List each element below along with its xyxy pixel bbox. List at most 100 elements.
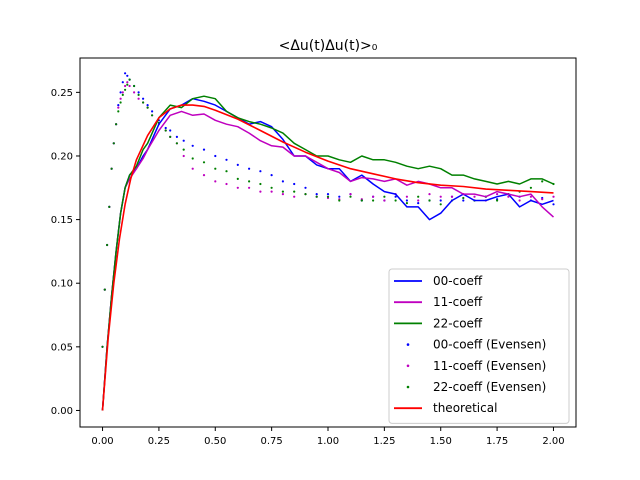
data-point [121,91,124,94]
data-point [133,91,136,94]
data-point [119,97,122,100]
data-point [293,190,296,193]
data-point [151,114,154,117]
data-point [248,180,251,183]
legend-swatch [406,364,410,368]
data-point [225,182,228,186]
data-point [326,195,330,198]
data-point [202,148,206,151]
chart-title: <Δu(t)Δu(t)>₀ [279,38,378,54]
data-point [439,195,442,198]
data-point [383,199,386,202]
data-point [101,345,104,348]
data-point [146,104,149,107]
data-point [372,195,375,198]
data-point [119,101,122,104]
data-point [169,135,172,138]
data-point [349,195,352,198]
y-tick-label: 0.05 [51,342,73,353]
data-point [315,193,318,196]
x-tick-label: 2.00 [542,436,564,447]
x-tick-label: 0.50 [204,436,226,447]
data-point [117,104,120,107]
data-point [417,199,420,202]
data-point [236,177,239,180]
data-point [236,186,239,189]
legend-label: 22-coeff (Evensen) [433,380,546,394]
y-axis: 0.00 0.05 0.10 0.15 0.20 0.25 [51,88,80,417]
legend-label: theoretical [433,401,497,415]
data-point [270,186,273,189]
data-point [529,195,533,198]
data-point [151,110,154,113]
data-point [428,199,431,202]
data-point [462,196,465,200]
data-point [304,186,307,189]
legend-label: 22-coeff [433,316,483,330]
legend-swatch [406,385,410,389]
data-point [146,106,149,109]
data-point [182,139,185,142]
data-point [349,193,352,196]
data-point [394,195,397,198]
series-line-22-coeff [101,95,554,411]
data-point [293,195,296,198]
data-point [191,167,194,170]
x-tick-label: 1.50 [430,436,452,447]
data-point [182,154,185,158]
x-tick-label: 0.00 [91,436,113,447]
data-point [496,199,499,202]
data-point [338,195,341,198]
legend-label: 00-coeff (Evensen) [433,338,546,352]
data-point [225,158,228,161]
data-point [259,170,262,173]
data-point [142,101,145,104]
y-tick-label: 0.25 [51,88,73,99]
data-point [137,93,140,96]
data-point [108,205,111,208]
data-point [507,195,510,198]
x-tick-label: 0.75 [261,436,283,447]
data-point [112,142,115,145]
data-point [281,180,284,183]
legend-label: 11-coeff (Evensen) [433,359,546,373]
data-point [281,190,284,193]
x-tick-label: 1.00 [317,436,339,447]
data-point [124,72,127,75]
data-point [315,195,318,198]
data-point [248,186,251,189]
data-point [405,195,408,198]
x-tick-label: 0.25 [148,436,170,447]
data-point [121,81,124,84]
x-tick-label: 1.25 [373,436,395,447]
data-point [360,199,363,202]
data-point [428,193,431,196]
data-point [103,288,106,291]
data-point [202,161,206,164]
data-point [541,180,544,183]
data-point [191,144,194,147]
data-point [191,157,194,160]
data-point [164,126,167,130]
data-point [326,193,330,196]
data-point [417,202,420,205]
data-point [137,91,140,94]
data-point [124,88,127,91]
data-point [281,193,284,196]
data-point [496,193,499,196]
data-point [529,186,533,189]
data-point [225,170,228,173]
data-point [137,97,140,100]
data-point [126,83,129,86]
data-point [462,199,465,202]
y-tick-label: 0.15 [51,215,73,226]
data-point [128,84,131,88]
data-point [214,180,217,183]
data-point [552,195,555,198]
data-point [405,202,408,205]
data-point [106,243,109,247]
data-point [126,74,129,77]
legend: 00-coeff 11-coeff 22-coeff 00-coeff (Evense… [388,268,570,424]
data-point [214,154,217,158]
